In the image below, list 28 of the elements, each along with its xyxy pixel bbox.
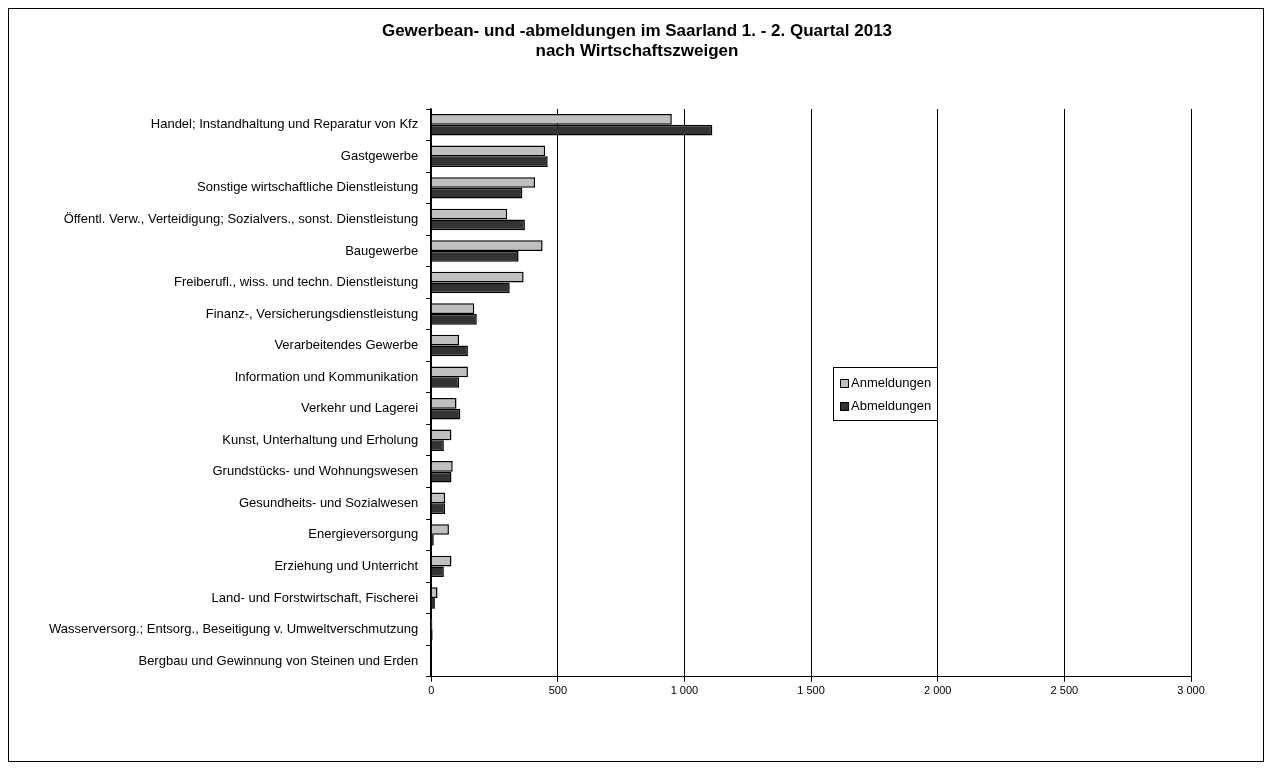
y-tick-label: Bergbau und Gewinnung von Steinen und Erden <box>138 652 419 668</box>
y-tick-label: Verkehr und Lagerei <box>301 400 419 416</box>
y-tick-label: Freiberufl., wiss. und techn. Dienstleistung <box>173 274 419 290</box>
y-tick-label: Grundstücks- und Wohnungswesen <box>212 463 419 479</box>
y-tick-label: Kunst, Unterhaltung und Erholung <box>222 431 419 447</box>
x-tick-label: 1 000 <box>670 684 699 697</box>
y-tick-label: Energieversorgung <box>308 526 419 542</box>
y-tick-label: Wasserversorg.; Entsorg., Beseitigung v. Umweltverschmutzung <box>48 621 419 637</box>
y-tick-label: Gastgewerbe <box>340 147 419 163</box>
legend-label: Abmeldungen <box>851 398 932 413</box>
y-tick-label: Gesundheits- und Sozialwesen <box>238 494 419 510</box>
y-tick-label: Baugewerbe <box>345 242 419 258</box>
y-tick-label: Verarbeitendes Gewerbe <box>274 337 419 353</box>
legend-label: Anmeldungen <box>851 375 932 390</box>
x-tick-label: 1 500 <box>797 684 825 697</box>
x-tick-label: 2 500 <box>1050 684 1079 697</box>
y-tick-label: Handel; Instandhaltung und Reparatur von Kfz <box>150 116 419 132</box>
y-tick-label: Land- und Forstwirtschaft, Fischerei <box>211 589 419 605</box>
x-tick-label: 0 <box>428 684 435 697</box>
y-tick-label: Information und Kommunikation <box>234 368 419 384</box>
y-tick-label: Erziehung und Unterricht <box>274 557 419 573</box>
x-tick-label: 2 000 <box>923 684 952 697</box>
y-tick-label: Sonstige wirtschaftliche Dienstleistung <box>197 179 419 195</box>
y-tick-label: Öffentl. Verw., Verteidigung; Sozialvers., sonst. Dienstleistung <box>63 210 419 226</box>
chart-title: Gewerbean- und -abmeldungen im Saarland 1. - 2. Quartal 2013 nach Wirtschaftszweigen <box>380 21 894 61</box>
y-tick-label: Finanz-, Versicherungsdienstleistung <box>205 305 419 321</box>
x-tick-label: 3 000 <box>1177 684 1205 697</box>
x-tick-label: 500 <box>548 684 568 697</box>
